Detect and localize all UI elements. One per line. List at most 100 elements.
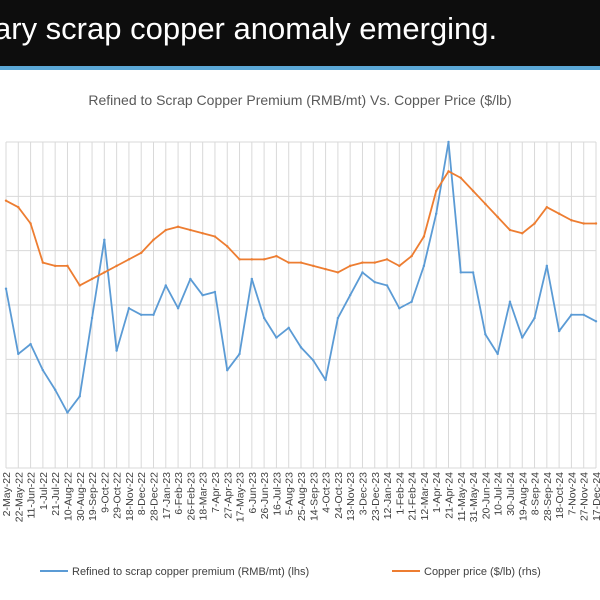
- series-segment: [558, 313, 573, 332]
- data-point: [4, 287, 8, 290]
- series-segment: [521, 317, 536, 339]
- series-segment: [545, 264, 561, 332]
- x-tick-label: 27-Apr-23: [222, 472, 234, 519]
- series-segment: [29, 222, 44, 264]
- data-point: [410, 300, 413, 303]
- data-point: [90, 277, 94, 281]
- x-tick-label: 20-Jun-24: [480, 472, 492, 519]
- data-point: [373, 280, 376, 284]
- data-point: [312, 264, 315, 268]
- series-segment: [300, 346, 315, 362]
- x-tick-label: 11-May-24: [456, 472, 468, 522]
- series-segment: [140, 238, 155, 254]
- data-point: [66, 411, 69, 414]
- data-point: [594, 222, 598, 225]
- x-tick-label: 9-Oct-22: [99, 472, 111, 513]
- x-tick-label: 12-Mar-24: [419, 472, 431, 521]
- chart-svg: 2-May-22 22-May-22 11-Jun-22 1-Jul-22 21-Jul…: [1, 140, 600, 578]
- series-segment: [336, 264, 352, 274]
- series-segment: [275, 326, 290, 339]
- data-point: [66, 264, 69, 268]
- legend-label-price: Copper price ($/lb) (rhs): [424, 566, 541, 578]
- data-point: [53, 264, 57, 268]
- series-segment: [275, 255, 290, 264]
- series-segment: [435, 141, 450, 215]
- data-point: [201, 294, 204, 297]
- chart-frame: Refined to Scrap Copper Premium (RMB/mt)…: [0, 66, 600, 600]
- series-segment: [78, 278, 93, 287]
- x-tick-label: 24-Oct-23: [333, 472, 345, 519]
- data-point: [275, 254, 278, 258]
- series-segment: [312, 359, 327, 381]
- series-segment: [115, 258, 130, 267]
- series-segment: [214, 291, 229, 372]
- data-point: [496, 215, 499, 219]
- series-segment: [410, 235, 425, 258]
- x-tick-label: 3-Dec-23: [357, 472, 369, 515]
- series-segment: [41, 369, 57, 391]
- series-segment: [373, 258, 388, 264]
- data-point: [90, 316, 94, 320]
- series-segment: [152, 284, 167, 316]
- x-tick-labels: 2-May-22 22-May-22 11-Jun-22 1-Jul-22 21-Jul…: [1, 472, 600, 522]
- series-segment: [41, 261, 57, 267]
- data-point: [275, 336, 278, 339]
- x-tick-label: 13-Nov-23: [345, 472, 357, 521]
- data-point: [299, 346, 303, 349]
- series-segment: [312, 264, 327, 271]
- x-tick-label: 12-Jan-24: [382, 472, 394, 519]
- data-point: [226, 369, 229, 372]
- x-tick-label: 21-Apr-24: [444, 472, 456, 519]
- data-point: [545, 264, 549, 268]
- series-segment: [164, 225, 179, 231]
- data-point: [545, 206, 549, 209]
- x-tick-label: 23-Dec-23: [370, 472, 382, 521]
- data-point: [410, 254, 413, 258]
- data-point: [176, 307, 180, 310]
- series-segment: [447, 170, 462, 179]
- series-segment: [17, 206, 32, 225]
- headline-text: ary scrap copper anomaly emerging.: [0, 11, 498, 46]
- x-tick-label: 27-Nov-24: [579, 472, 591, 521]
- series-segment: [287, 326, 302, 349]
- data-point: [422, 235, 426, 238]
- data-point: [226, 245, 229, 248]
- x-tick-label: 18-Mar-23: [198, 472, 210, 521]
- data-point: [385, 284, 389, 287]
- x-tick-label: 22-May-22: [13, 472, 25, 522]
- data-point: [324, 378, 327, 382]
- series-segment: [103, 264, 118, 274]
- data-point: [435, 212, 438, 215]
- series-segment: [17, 343, 32, 355]
- series-segment: [324, 268, 339, 274]
- series-segment: [78, 317, 93, 398]
- data-point: [594, 320, 598, 323]
- series-segment: [373, 281, 388, 287]
- series-segment: [128, 307, 143, 316]
- data-point: [140, 251, 143, 255]
- data-point: [78, 395, 81, 398]
- data-point: [238, 352, 241, 356]
- data-point: [78, 284, 81, 287]
- series-segment: [189, 229, 204, 235]
- x-tick-label: 30-Aug-22: [75, 472, 87, 521]
- data-point: [287, 326, 290, 330]
- data-point: [361, 261, 364, 264]
- series-segment: [300, 261, 315, 267]
- data-point: [287, 261, 290, 264]
- data-point: [471, 271, 475, 274]
- data-point: [127, 258, 131, 261]
- series-segment: [496, 216, 511, 231]
- series-segment: [484, 333, 499, 355]
- data-point: [336, 271, 340, 274]
- series-segment: [484, 203, 499, 218]
- data-point: [115, 264, 118, 268]
- series-segment: [521, 222, 536, 235]
- x-tick-label: 28-Dec-22: [149, 472, 161, 521]
- x-tick-label: 17-May-23: [235, 472, 247, 522]
- series-segment: [324, 317, 339, 381]
- data-point: [17, 206, 20, 209]
- x-tick-label: 29-Oct-22: [112, 472, 124, 519]
- data-point: [348, 264, 352, 268]
- data-point: [164, 284, 167, 287]
